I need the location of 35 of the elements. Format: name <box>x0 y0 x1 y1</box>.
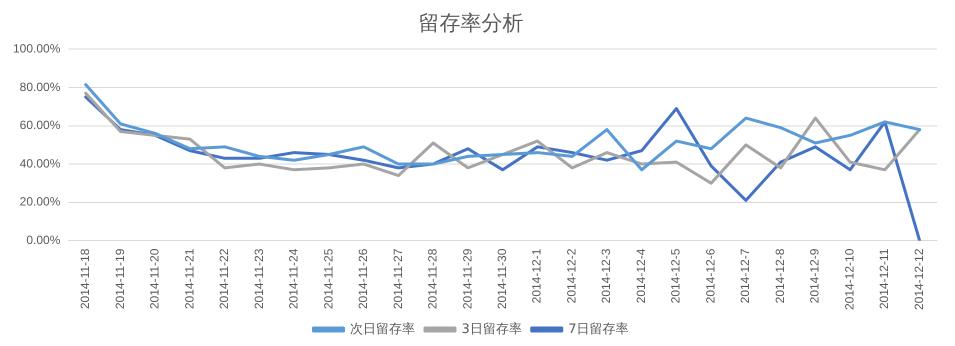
legend-label: 次日留存率 <box>350 320 415 337</box>
y-tick-label: 40.00% <box>20 156 61 170</box>
x-tick-label: 2014-12-4 <box>634 248 648 304</box>
x-tick-label: 2014-12-11 <box>877 248 892 310</box>
x-tick-label: 2014-12-2 <box>564 248 578 304</box>
x-tick-label: 2014-11-22 <box>217 248 232 310</box>
x-tick-label: 2014-12-5 <box>668 248 683 304</box>
legend-label: 7日留存率 <box>568 320 629 337</box>
y-tick-label: 100.00% <box>13 42 61 56</box>
x-tick-label: 2014-12-9 <box>808 248 822 304</box>
legend-label: 3日留存率 <box>461 320 522 337</box>
x-tick-label: 2014-12-6 <box>703 248 718 304</box>
x-tick-label: 2014-11-18 <box>78 248 92 310</box>
x-tick-label: 2014-12-12 <box>912 248 926 310</box>
x-tick-label: 2014-12-8 <box>772 248 787 304</box>
chart-title: 留存率分析 <box>418 11 524 36</box>
x-tick-label: 2014-11-28 <box>426 248 440 310</box>
x-tick-label: 2014-11-25 <box>321 248 336 310</box>
x-tick-label: 2014-11-30 <box>495 248 509 310</box>
x-tick-label: 2014-11-21 <box>182 248 196 310</box>
x-tick-label: 2014-11-27 <box>390 248 405 310</box>
x-tick-label: 2014-12-3 <box>599 248 614 304</box>
x-tick-label: 2014-11-29 <box>460 248 474 310</box>
x-tick-label: 2014-11-23 <box>252 248 266 310</box>
x-tick-label: 2014-12-10 <box>842 248 856 310</box>
y-tick-label: 0.00% <box>26 232 61 247</box>
y-tick-label: 80.00% <box>20 80 61 94</box>
y-tick-label: 20.00% <box>20 194 61 209</box>
y-tick-label: 60.00% <box>20 118 61 132</box>
x-tick-label: 2014-12-1 <box>530 248 544 304</box>
x-tick-label: 2014-11-19 <box>112 248 127 310</box>
x-tick-label: 2014-11-24 <box>286 248 301 310</box>
x-tick-label: 2014-11-26 <box>356 248 370 310</box>
x-tick-label: 2014-11-20 <box>148 248 162 310</box>
x-tick-label: 2014-12-7 <box>738 248 752 304</box>
